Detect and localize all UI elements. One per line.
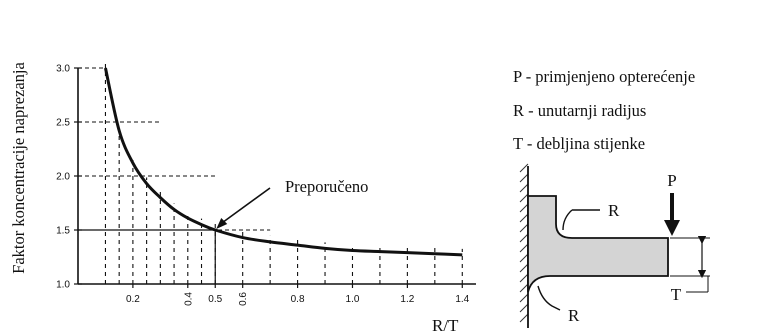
chart-annotation: Preporučeno [78,177,368,284]
load-label: P [667,171,676,190]
y-axis-label: Faktor koncentracije naprezanja [9,62,28,274]
wall-hatching [519,163,529,323]
stress-curve [103,67,463,257]
legend-item-t: T - debljina stijenke [513,134,646,153]
recommended-arrow-head [216,218,228,229]
chart-series [103,67,463,257]
x-tick-label: 1.4 [455,294,469,305]
x-tick-label: 0.8 [291,294,305,305]
y-tick-label: 2.0 [56,172,70,183]
bracket-body [527,195,669,293]
y-tick-label: 3.0 [56,64,70,75]
y-tick-label: 2.5 [56,118,70,129]
bracket-diagram: R R P T [519,163,710,328]
chart-ticks: 1.0 1.5 2.0 2.5 3.0 0.2 0.4 0.5 0.6 0.8 1.0 1.2 1.4 [56,64,470,306]
chart-grid [78,62,463,284]
top-radius-label: R [608,201,620,220]
y-tick-label: 1.5 [56,226,70,237]
legend-item-p: P - primjenjeno opterećenje [513,67,696,86]
x-tick-label: 0.5 [208,294,222,305]
bottom-radius-leader [537,285,561,311]
load-arrow-head [664,220,680,236]
y-tick-label: 1.0 [56,280,70,291]
stress-concentration-chart: 1.01.52.02.53.00.2 0.4 0.5 0.6 0.8 1.0 1.2 1.4 … [9,62,476,335]
x-axis-label: R/T [432,316,459,335]
thickness-label: T [671,285,682,304]
x-tick-label: 1.0 [346,294,360,305]
x-tick-label: 0.4 [183,292,194,306]
x-tick-label: 0.2 [126,294,140,305]
recommended-arrow-shaft [222,187,271,223]
x-tick-label: 1.2 [400,294,414,305]
bottom-radius-label: R [568,306,580,325]
x-tick-label: 0.6 [238,292,249,306]
recommended-label: Preporučeno [285,177,368,196]
legend-item-r: R - unutarnji radijus [513,101,647,120]
top-radius-leader [562,209,600,231]
